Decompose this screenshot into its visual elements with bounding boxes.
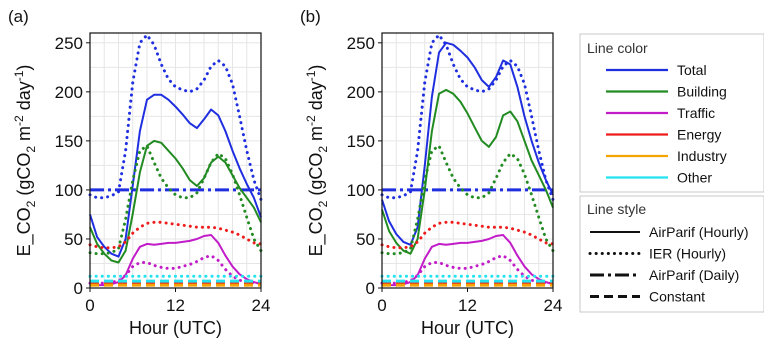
- legend-label-traffic: Traffic: [677, 105, 715, 121]
- y-axis-label-part: -1: [304, 70, 318, 81]
- y-axis-label: E_CO2 (gCO2 m-2 day-1): [12, 65, 38, 257]
- legend-color-entries: Total Building Traffic Energy Industry Other: [606, 62, 727, 186]
- legend-style-box: [579, 195, 764, 313]
- y-axis-label-part: m: [14, 126, 34, 146]
- series-line-total-airparif-hourly: [89, 93, 262, 258]
- x-tick-label: 0: [85, 296, 94, 315]
- x-tick-label: 12: [458, 296, 477, 315]
- series-group: [88, 33, 263, 287]
- y-axis-label-part: 2: [24, 146, 38, 153]
- y-tick-label: 200: [55, 83, 83, 102]
- y-axis-label: E_CO2 (gCO2 m-2 day-1): [304, 65, 330, 257]
- legend-color-title: Line color: [587, 40, 648, 56]
- panel-tag: (a): [8, 7, 29, 26]
- y-axis-label-part: 2: [316, 200, 330, 207]
- y-tick-label: 50: [64, 230, 83, 249]
- y-axis-label-part: E_CO: [306, 207, 327, 256]
- series-group: [380, 33, 555, 287]
- x-tick-label: 0: [377, 296, 386, 315]
- y-axis-label-part: E_CO: [14, 207, 35, 256]
- legend-style-title: Line style: [587, 201, 646, 217]
- legend-style-entries: AirParif (Hourly) IER (Hourly) AirParif (D…: [588, 224, 749, 305]
- y-tick-label: 100: [347, 181, 375, 200]
- grid: [89, 33, 262, 289]
- series-line-total-ier-hourly: [88, 33, 263, 202]
- y-tick-label: 0: [366, 279, 375, 298]
- series-line-energy-ier-hourly: [380, 220, 555, 250]
- series-line-building-ier-hourly: [380, 144, 555, 256]
- y-tick-label: 100: [55, 181, 83, 200]
- y-axis-label-part: -2: [304, 115, 318, 126]
- y-tick-label: 0: [74, 279, 83, 298]
- y-tick-label: 150: [55, 132, 83, 151]
- y-tick-label: 50: [356, 230, 375, 249]
- legend-style-label-constant: Constant: [649, 289, 705, 305]
- y-axis-label-part: day: [14, 81, 34, 115]
- y-axis-label-part: m: [306, 126, 326, 146]
- x-tick-label: 24: [544, 296, 563, 315]
- y-axis-label-part: (gCO: [306, 153, 326, 201]
- y-axis-label-part: (gCO: [14, 153, 34, 201]
- series-line-building-airparif-hourly: [381, 88, 554, 255]
- legend-style-label-airparif-daily: AirParif (Daily): [649, 267, 739, 283]
- legend-style-label-ier-hourly: IER (Hourly): [649, 246, 726, 262]
- y-axis-label-part: day: [306, 81, 326, 115]
- x-tick-label: 24: [252, 296, 271, 315]
- legend-label-total: Total: [677, 62, 707, 78]
- legend-style-label-airparif-hourly: AirParif (Hourly): [649, 224, 749, 240]
- y-axis-label-part: -2: [12, 115, 26, 126]
- series-line-total-airparif-hourly: [381, 41, 554, 246]
- y-axis-label-part: ): [306, 65, 326, 71]
- y-tick-label: 150: [347, 132, 375, 151]
- x-tick-label: 12: [166, 296, 185, 315]
- x-axis-label: Hour (UTC): [129, 318, 222, 338]
- legend: Line color Total Building Traffic Energy Ind…: [579, 33, 764, 313]
- legend-label-building: Building: [677, 84, 727, 100]
- series-line-energy-ier-hourly: [88, 220, 263, 250]
- y-tick-label: 250: [347, 34, 375, 53]
- y-axis-label-part: 2: [24, 200, 38, 207]
- legend-label-energy: Energy: [677, 127, 721, 143]
- y-tick-label: 250: [55, 34, 83, 53]
- y-axis-label-part: 2: [316, 146, 330, 153]
- series-line-building-ier-hourly: [88, 144, 263, 256]
- series-line-total-ier-hourly: [380, 33, 555, 202]
- panel-tag: (b): [300, 7, 321, 26]
- x-axis-label: Hour (UTC): [421, 318, 514, 338]
- legend-label-other: Other: [677, 170, 712, 186]
- y-tick-label: 200: [347, 83, 375, 102]
- y-axis-label-part: ): [14, 65, 34, 71]
- legend-label-industry: Industry: [677, 148, 727, 164]
- y-axis-label-part: -1: [12, 70, 26, 81]
